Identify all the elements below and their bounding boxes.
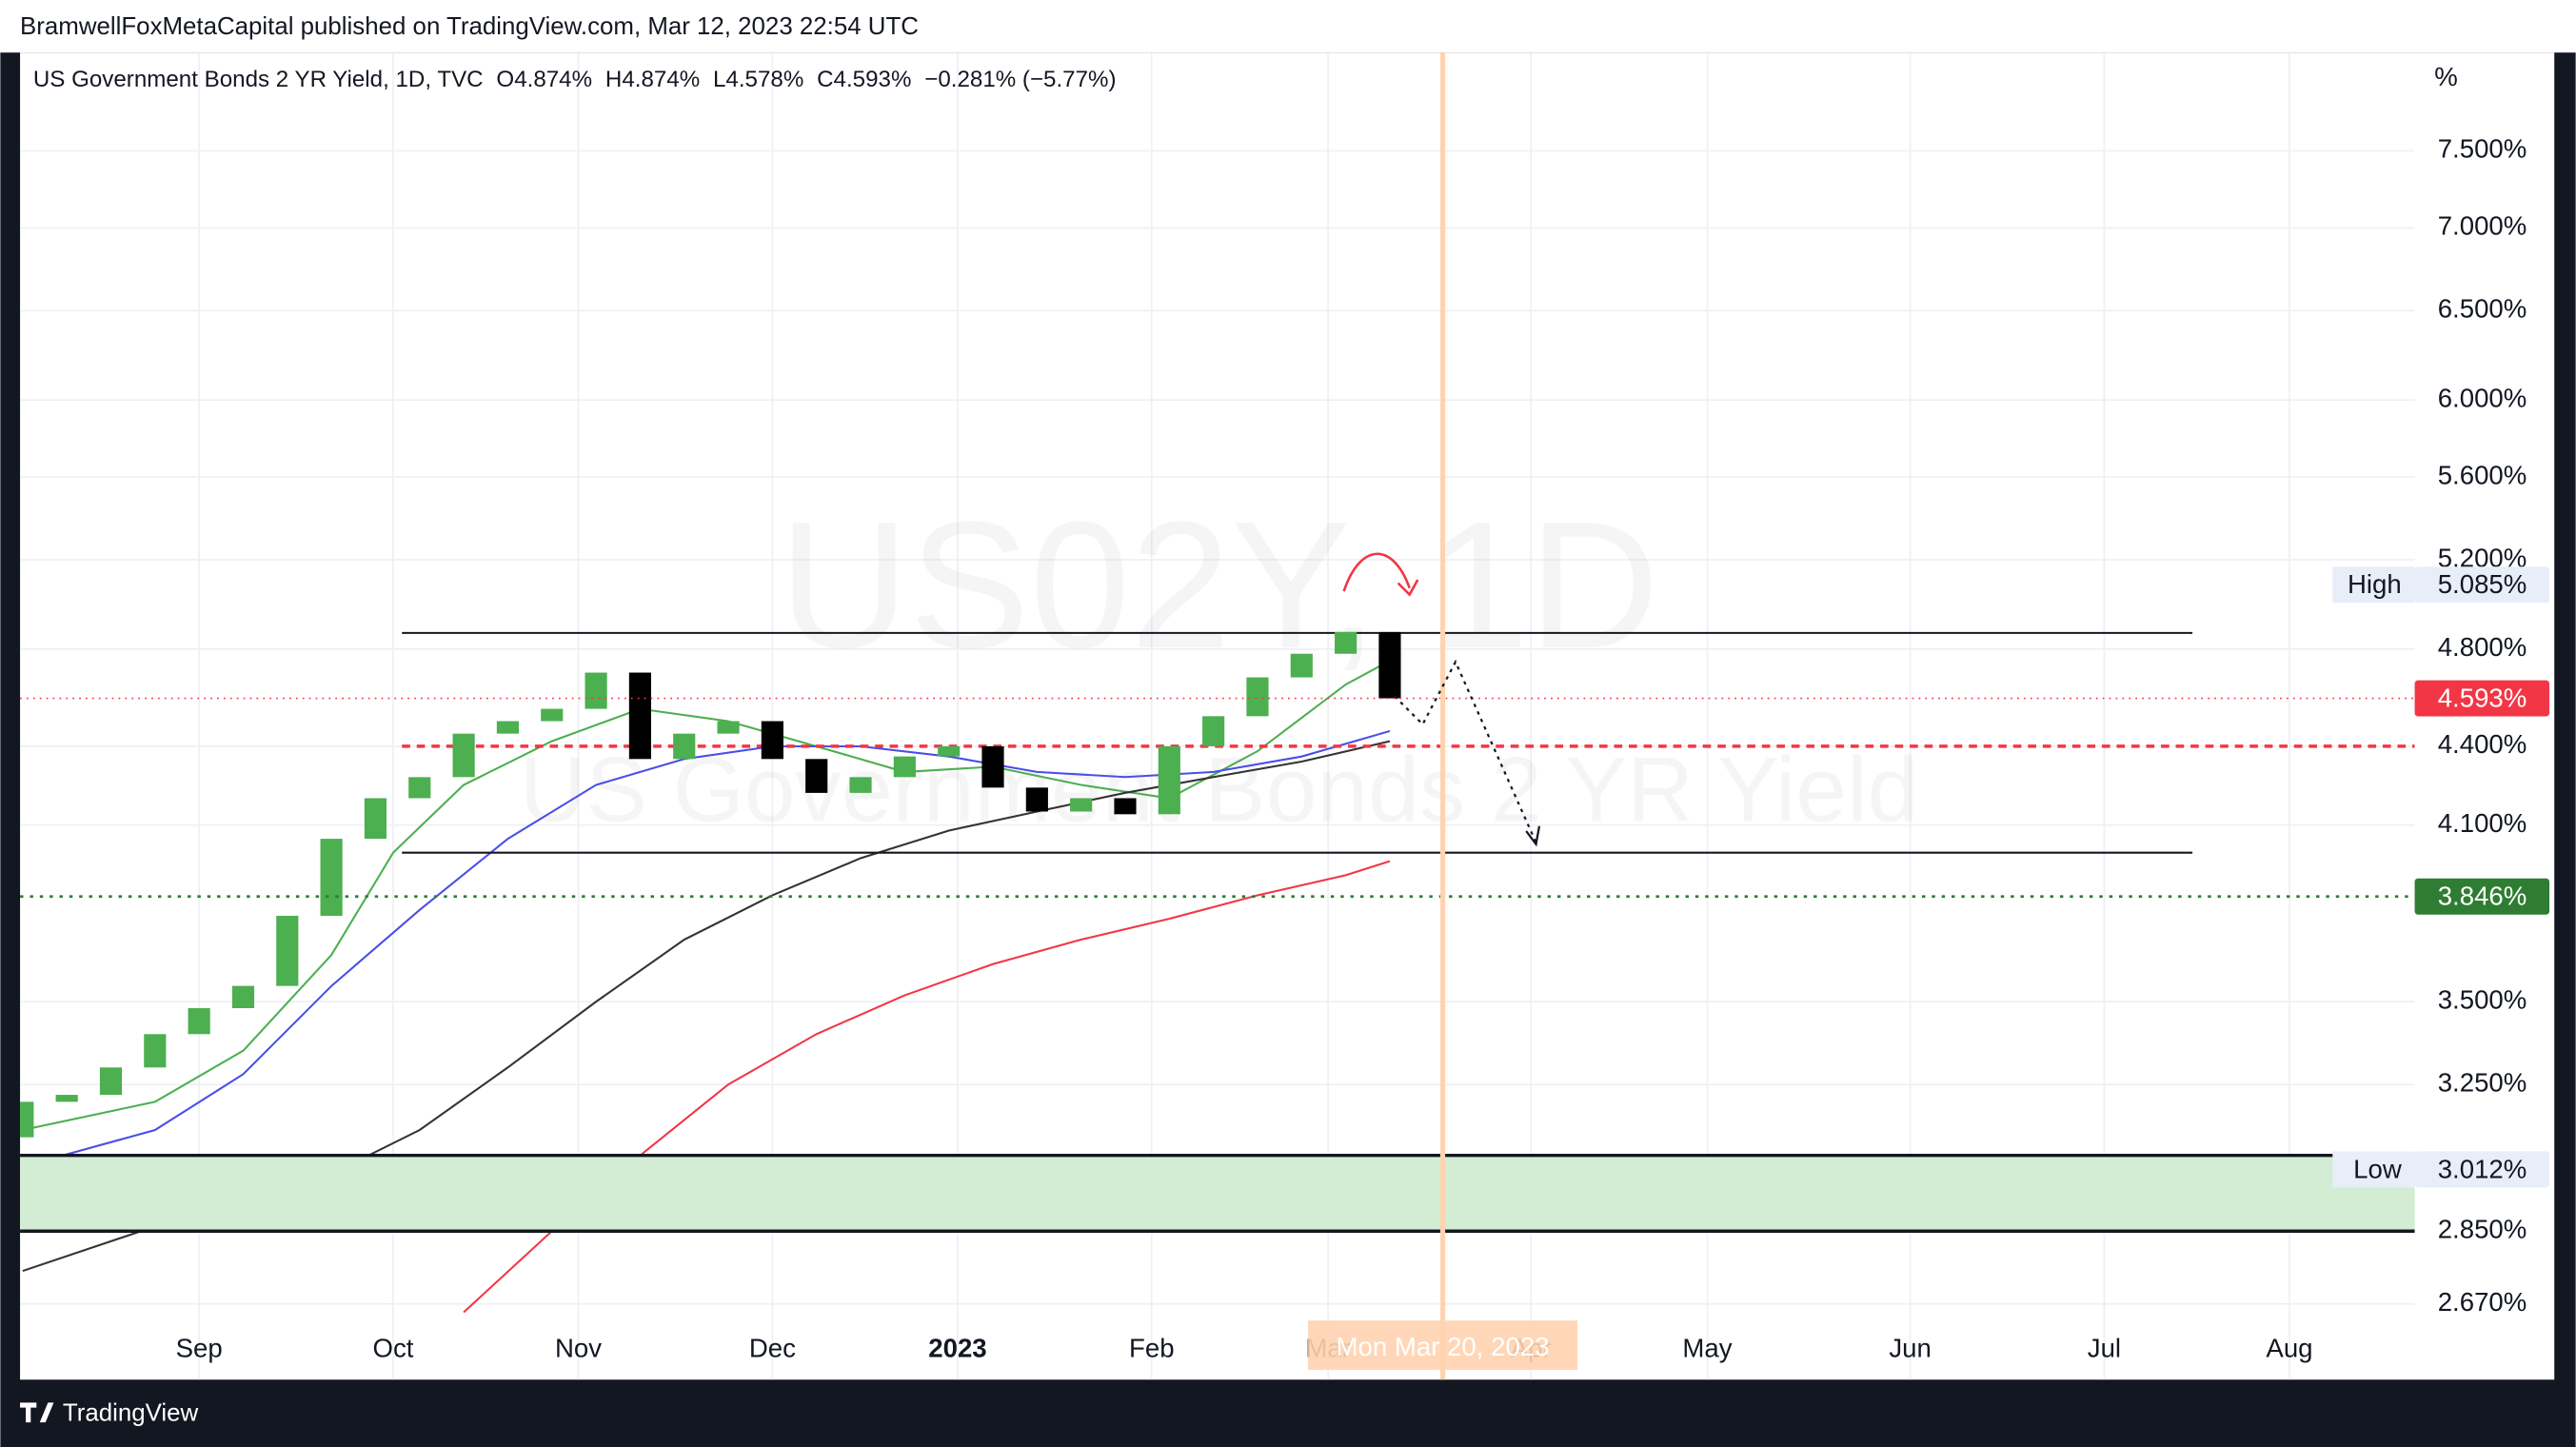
candle-body: [1290, 653, 1313, 678]
candle-body: [541, 708, 564, 722]
published-line: BramwellFoxMetaCapital published on Trad…: [20, 13, 919, 40]
candle-body: [231, 985, 255, 1009]
candle-body: [364, 798, 387, 840]
candle-body: [761, 721, 783, 760]
x-tick-label: Feb: [1129, 1334, 1175, 1363]
chart-content: US02Y, 1D US Government Bonds 2 YR Yield S…: [20, 52, 2550, 1380]
candle-body: [1114, 798, 1137, 815]
projection-arrowhead: [1525, 825, 1541, 847]
price-box: [2414, 680, 2550, 717]
legend-open: O4.874%: [496, 67, 592, 92]
x-tick-label: 2023: [928, 1334, 986, 1363]
extreme-tag-label: Low: [2353, 1154, 2402, 1183]
candle-body: [55, 1095, 78, 1102]
extreme-tag: [2332, 1151, 2415, 1188]
legend-high: H4.874%: [605, 67, 700, 92]
candle-body: [1335, 631, 1357, 654]
x-tick-label: Oct: [373, 1334, 414, 1363]
candle-body: [496, 721, 520, 734]
y-tick-label: 7.000%: [2438, 211, 2527, 241]
support-zone: [20, 1155, 2415, 1232]
x-tick-label: Nov: [555, 1334, 602, 1363]
x-tick-label: Dec: [749, 1334, 796, 1363]
y-unit: %: [2434, 62, 2458, 91]
extreme-tag: [2332, 566, 2415, 604]
candle-body: [99, 1067, 123, 1096]
candle-body: [893, 756, 916, 778]
brand: TradingView: [20, 1399, 199, 1426]
candle-body: [20, 1101, 34, 1138]
candle-body: [849, 777, 872, 793]
candle-body: [144, 1034, 167, 1068]
y-tick-label: 3.250%: [2438, 1068, 2527, 1098]
y-tick-label: 4.400%: [2438, 729, 2527, 759]
y-tick-label: 4.800%: [2438, 632, 2527, 662]
candle-body: [938, 745, 961, 757]
watermark-description: US Government Bonds 2 YR Yield: [520, 739, 1919, 841]
candle-body: [805, 759, 828, 793]
candle-body: [673, 733, 696, 760]
price-box: [2414, 566, 2550, 604]
y-tick-label: 2.850%: [2438, 1215, 2527, 1244]
extreme-tag-label: High: [2348, 569, 2402, 599]
candle-body: [452, 733, 475, 778]
price-box-label: 3.846%: [2438, 882, 2527, 911]
candle-body: [320, 839, 343, 917]
date-marker-box: [1308, 1320, 1578, 1370]
x-tick-label: May: [1682, 1334, 1732, 1363]
price-box-label: 4.593%: [2438, 684, 2527, 713]
price-box: [2414, 1151, 2550, 1188]
x-tick-label: Aug: [2266, 1334, 2312, 1363]
y-tick-label: 2.670%: [2438, 1287, 2527, 1317]
y-tick-label: 4.100%: [2438, 808, 2527, 838]
legend-change: −0.281% (−5.77%): [924, 67, 1116, 92]
candle-body: [408, 777, 431, 799]
candle-body: [1378, 631, 1401, 699]
candle-body: [1025, 787, 1048, 812]
y-tick-label: 6.500%: [2438, 294, 2527, 324]
candle-body: [188, 1008, 210, 1035]
date-marker-label: Mon Mar 20, 2023: [1337, 1332, 1550, 1361]
candle-body: [585, 672, 607, 709]
candle-body: [1070, 798, 1093, 812]
x-tick-label: Sep: [176, 1334, 223, 1363]
legend-low: L4.578%: [713, 67, 803, 92]
candle-body: [276, 916, 299, 986]
reversal-arrow: [1342, 552, 1411, 592]
reversal-arrowhead: [1397, 579, 1419, 597]
price-box-label: 3.012%: [2438, 1154, 2527, 1183]
candle-body: [1246, 677, 1269, 717]
legend-symbol: US Government Bonds 2 YR Yield, 1D, TVC: [33, 67, 484, 92]
y-tick-label: 3.500%: [2438, 985, 2527, 1015]
candle-body: [981, 745, 1004, 788]
y-tick-label: 5.600%: [2438, 460, 2527, 489]
x-tick-label: Jun: [1889, 1334, 1932, 1363]
y-tick-label: 7.500%: [2438, 134, 2527, 164]
candle-body: [717, 721, 740, 734]
y-tick-label: 6.000%: [2438, 383, 2527, 412]
legend-close: C4.593%: [817, 67, 911, 92]
candle-body: [1202, 716, 1225, 746]
candle-body: [1158, 745, 1180, 815]
projection-arrow: [1394, 659, 1537, 843]
price-box-label: 5.085%: [2438, 569, 2527, 599]
candle-body: [628, 672, 651, 760]
brand-text: TradingView: [63, 1399, 199, 1426]
price-box: [2414, 878, 2550, 915]
brand-logo: [20, 1402, 54, 1423]
x-tick-label: Jul: [2088, 1334, 2121, 1363]
watermark-symbol: US02Y, 1D: [779, 485, 1659, 686]
